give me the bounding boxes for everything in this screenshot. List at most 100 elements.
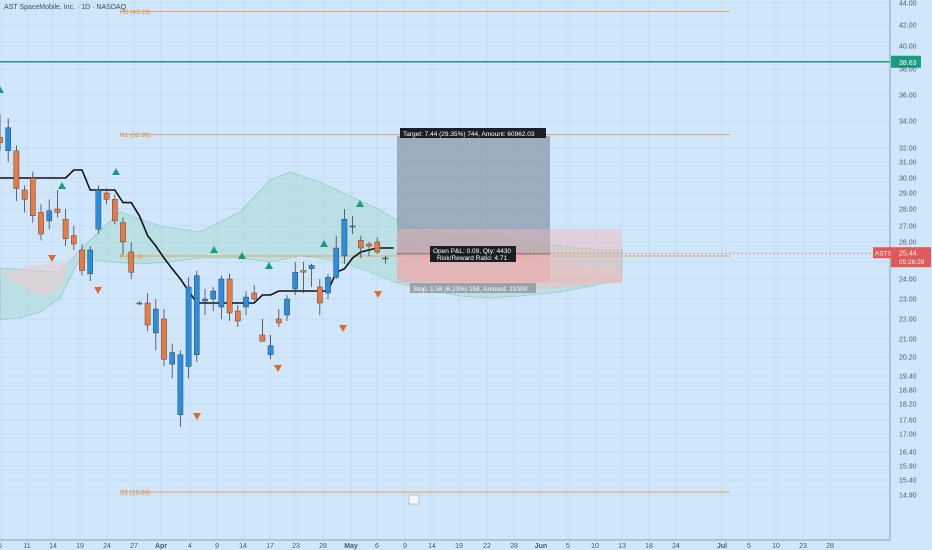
time-tick-label: 9 (403, 543, 407, 550)
price-tick-label: 23.00 (899, 297, 917, 304)
time-tick-label: May (344, 543, 358, 550)
candles (0, 114, 389, 427)
price-tick-label: 31.00 (899, 160, 917, 167)
candle-body (30, 177, 36, 216)
candle (136, 301, 143, 305)
candle (128, 242, 135, 279)
time-tick-label: Apr (155, 543, 167, 550)
candle (79, 244, 85, 276)
stop-label-bg (410, 283, 536, 293)
candle (317, 279, 323, 315)
position-labels: Target: 7.44 (29.35%) 744, Amount: 60962… (400, 128, 546, 505)
buy-signal-marker (58, 182, 66, 189)
candle (218, 275, 225, 319)
time-tick-label: 23 (799, 543, 807, 550)
candle (0, 114, 3, 151)
target-label-bg (400, 128, 546, 138)
price-tick-label: 22.00 (899, 317, 917, 324)
buy-signal-marker (320, 240, 328, 247)
price-tick-label: 18.20 (899, 402, 917, 409)
candle (276, 309, 282, 327)
candle (366, 242, 372, 256)
candle (308, 263, 315, 287)
candle (382, 256, 389, 264)
candle-body (210, 290, 217, 300)
horizontal-line[interactable]: 38.63 (0, 55, 921, 68)
time-tick-label: 18 (645, 543, 653, 550)
price-tick-label: 38.00 (899, 67, 917, 74)
candle (202, 289, 208, 315)
candle-body (87, 249, 93, 275)
time-tick-label: 24 (672, 543, 680, 550)
candle-body (366, 243, 372, 247)
price-tick-label: 16.40 (899, 450, 917, 457)
last-price-tag (891, 247, 931, 268)
candle-body (103, 192, 110, 200)
candle (300, 262, 307, 293)
candle-body (317, 286, 323, 304)
target-label: Target: 7.44 (29.35%) 744, Amount: 60962… (403, 131, 535, 138)
price-tick-label: 32.00 (899, 146, 917, 153)
candle-body (382, 257, 389, 260)
buy-signal-marker (238, 252, 246, 259)
price-tick-label: 40.00 (899, 44, 917, 51)
price-tick-label: 17.00 (899, 432, 917, 439)
price-tick-label: 18.80 (899, 388, 917, 395)
tool-handle-icon[interactable] (408, 494, 420, 505)
price-tick-label: 19.40 (899, 374, 917, 381)
price-axis[interactable]: 44.00 42.00 40.00 38.00 36.00 34.00 32.00 31.00… (397, 0, 931, 540)
chart-title: AST SpaceMobile, Inc. · 1D · NASDAQ (4, 4, 127, 11)
price-tick-label: 26.00 (899, 240, 917, 247)
time-axis[interactable]: 5 11 14 19 24 27 Apr 4 9 14 17 23 28 May 6 9 14 19 22 28 Jun… (0, 539, 890, 550)
rr-label: Risk/Reward Ratio: 4.71 (437, 255, 507, 262)
candle (185, 277, 192, 379)
pivot-label: S1 (15.00) (120, 490, 150, 497)
candle-body (300, 270, 307, 273)
time-tick-label: 22 (483, 543, 491, 550)
candle-body (144, 302, 151, 326)
time-tick-label: 17 (266, 543, 274, 550)
candle (177, 350, 184, 427)
time-tick-label: 14 (49, 543, 57, 550)
time-tick-label: 27 (130, 543, 138, 550)
price-tick-label: 17.60 (899, 418, 917, 425)
candle (13, 145, 20, 201)
candle-body (46, 210, 52, 222)
candle-body (185, 286, 192, 367)
candle-body (120, 222, 126, 243)
candle-body (128, 251, 135, 273)
price-tick-label: 42.00 (899, 23, 917, 30)
candle-body (267, 345, 274, 355)
price-tick-label: 27.00 (899, 224, 917, 231)
last-price-text: 25.44 (899, 251, 917, 258)
candle-body (333, 247, 340, 278)
buy-signal-marker (265, 262, 273, 269)
candle-body (292, 272, 299, 290)
price-tick-label: 34.00 (899, 119, 917, 126)
candle-body (218, 278, 225, 308)
target-zone[interactable] (397, 136, 550, 254)
candle-body (54, 208, 61, 213)
price-tick-label: 14.90 (899, 493, 917, 500)
candle-body (0, 136, 3, 143)
candle-body (5, 127, 11, 151)
buy-signal-marker (210, 246, 218, 253)
time-tick-label: 23 (292, 543, 300, 550)
symbol-tag-text: ASTS (875, 251, 893, 258)
candle-body (152, 308, 159, 334)
candle-body (95, 189, 102, 230)
candle (103, 188, 110, 205)
candle (5, 118, 11, 162)
candle (46, 199, 52, 230)
candle-body (136, 302, 143, 305)
candle (87, 246, 93, 281)
candle (193, 270, 200, 362)
pnl-label: Open P&L: 0.09, Qty: 4430 (433, 248, 511, 255)
sell-signal-marker (94, 287, 102, 294)
candle-body (251, 292, 258, 300)
candle (38, 204, 44, 241)
candle (30, 171, 36, 223)
price-tick-label: 20.20 (899, 355, 917, 362)
candle-body (79, 249, 85, 271)
